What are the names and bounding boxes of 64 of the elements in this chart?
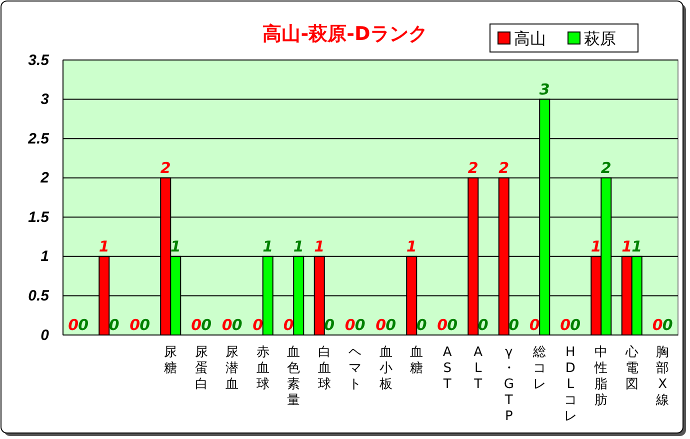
data-label: 1	[314, 237, 325, 256]
data-label: 2	[160, 158, 171, 177]
y-tick-label: 3.5	[28, 52, 50, 69]
data-label: 0	[140, 316, 150, 334]
data-label: 0	[437, 316, 448, 334]
x-tick-label: 血糖	[410, 345, 424, 376]
data-label: 0	[560, 316, 571, 334]
y-tick-label: 1.5	[28, 208, 50, 226]
data-label: 0	[108, 316, 120, 334]
x-tick-label: AST	[442, 345, 452, 392]
x-tick-label: 尿糖	[164, 345, 178, 376]
x-tick-label: 赤血球	[256, 345, 270, 392]
x-tick-label: 血色素量	[287, 345, 300, 408]
data-label: 2	[468, 158, 478, 177]
y-tick-label: 3	[40, 91, 50, 108]
y-tick-label: 2.5	[27, 130, 50, 148]
data-label: 0	[478, 316, 488, 334]
x-tick-label: 尿蛋白	[194, 345, 208, 392]
data-label: 0	[447, 316, 458, 334]
data-label: 0	[652, 316, 663, 334]
x-tick-label: ALT	[473, 345, 483, 392]
y-tick-label: 0	[40, 326, 50, 344]
data-label: 2	[498, 158, 510, 177]
data-label: 1	[98, 237, 110, 256]
x-tick-label: HDLコレ	[564, 345, 577, 424]
data-label: 1	[622, 237, 632, 256]
data-label: 0	[201, 316, 212, 334]
x-tick-label: 中性脂肪	[594, 345, 608, 408]
data-label: 0	[130, 316, 140, 334]
data-label: 1	[590, 237, 602, 256]
data-label: 1	[170, 237, 181, 256]
x-tick-label: γ・GTP	[502, 345, 516, 424]
data-label: 0	[386, 316, 396, 334]
data-label: 3	[539, 80, 550, 98]
data-label: 1	[262, 237, 274, 256]
data-label: 0	[232, 316, 242, 334]
legend-label: 萩原	[584, 29, 616, 48]
data-label: 0	[222, 316, 232, 334]
data-label: 0	[376, 316, 386, 334]
data-label: 1	[632, 237, 642, 256]
data-label: 1	[406, 237, 417, 256]
x-tick-label: 血小板	[378, 345, 392, 392]
legend-label: 高山	[514, 29, 546, 48]
y-tick-label: 1	[40, 248, 49, 266]
chart-title: 高山-萩原-Dランク	[262, 23, 428, 45]
data-label: 0	[68, 316, 79, 334]
y-tick-label: 0.5	[28, 288, 50, 305]
x-tick-label: 胸部X線	[655, 345, 670, 408]
data-label: 0	[354, 316, 366, 334]
data-label: 0	[344, 316, 356, 334]
x-tick-label: 尿潜血	[226, 345, 239, 392]
data-label: 2	[600, 158, 612, 177]
data-label: 1	[293, 237, 304, 256]
x-tick-label: 白血球	[318, 345, 331, 392]
data-label: 0	[416, 316, 427, 334]
data-label: 0	[252, 316, 264, 334]
x-tick-label: ヘマト	[348, 345, 362, 392]
data-label: 0	[570, 316, 581, 334]
x-tick-label: 心電図	[624, 344, 638, 392]
data-label: 0	[662, 316, 673, 334]
x-tick-label: 総コレ	[532, 345, 546, 392]
y-tick-label: 2	[40, 170, 50, 187]
data-label: 0	[191, 316, 202, 334]
data-label: 0	[78, 316, 89, 334]
